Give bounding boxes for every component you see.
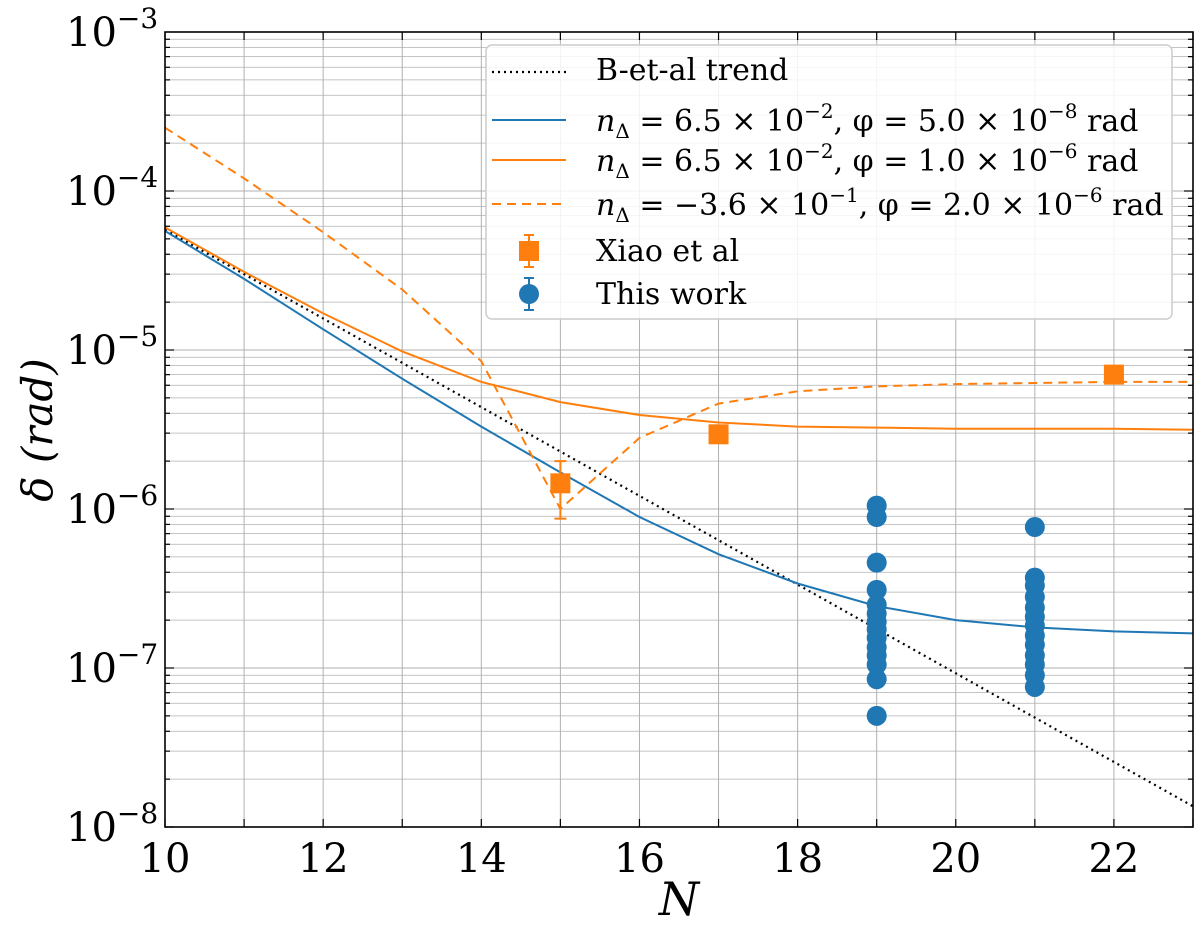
x-tick-label: 14 bbox=[456, 836, 507, 882]
y-axis-title: δ (rad) bbox=[13, 358, 62, 501]
x-axis-title: N bbox=[658, 872, 701, 926]
x-tick-label: 18 bbox=[772, 836, 823, 882]
y-tick-label: 10−3 bbox=[66, 2, 158, 56]
series-line-3 bbox=[165, 126, 1193, 511]
x-tick-label: 16 bbox=[614, 836, 665, 882]
y-tick-label: 10−6 bbox=[66, 479, 158, 533]
marker-circle bbox=[1024, 676, 1045, 697]
x-tick-label: 12 bbox=[298, 836, 349, 882]
legend-label: nΔ = 6.5 × 10−2, φ = 1.0 × 10−6 rad bbox=[596, 139, 1138, 183]
series-line-1 bbox=[165, 230, 1193, 635]
marker-circle bbox=[866, 579, 887, 600]
data-markers bbox=[550, 364, 1124, 726]
x-tick-label: 10 bbox=[140, 836, 191, 882]
legend-label: B-et-al trend bbox=[596, 53, 788, 88]
legend-marker-circle bbox=[519, 284, 539, 304]
marker-square bbox=[708, 424, 729, 445]
plot-frame bbox=[164, 31, 1194, 828]
marker-square bbox=[550, 473, 571, 494]
legend-box bbox=[485, 44, 1173, 320]
y-tick-label: 10−7 bbox=[66, 638, 158, 692]
legend: B-et-al trend nΔ = 6.5 × 10−2, φ = 5.0 × … bbox=[485, 44, 1173, 320]
marker-circle bbox=[866, 669, 887, 690]
marker-circle bbox=[866, 705, 887, 726]
marker-circle bbox=[866, 552, 887, 573]
series-line-0 bbox=[165, 228, 1193, 808]
legend-label: nΔ = 6.5 × 10−2, φ = 5.0 × 10−8 rad bbox=[596, 99, 1138, 143]
marker-circle bbox=[866, 507, 887, 528]
x-tick-label: 22 bbox=[1088, 836, 1139, 882]
legend-label: nΔ = −3.6 × 10−1, φ = 2.0 × 10−6 rad bbox=[596, 183, 1164, 227]
marker-circle bbox=[1024, 517, 1045, 538]
y-tick-label: 10−8 bbox=[66, 797, 158, 851]
y-tick-label: 10−4 bbox=[66, 161, 158, 215]
legend-label: This work bbox=[596, 277, 747, 312]
y-tick-label: 10−5 bbox=[66, 320, 158, 374]
legend-marker-square bbox=[519, 241, 539, 261]
axis-ticks: 10 12 14 16 18 20 22 10−8 10−7 10−6 10−5 10−4 10−3 bbox=[66, 2, 1194, 882]
marker-square bbox=[1103, 364, 1124, 385]
marker-circle bbox=[866, 654, 887, 675]
x-tick-label: 20 bbox=[930, 836, 981, 882]
series-lines bbox=[165, 126, 1193, 808]
series-line-2 bbox=[165, 226, 1193, 431]
legend-label: Xiao et al bbox=[596, 234, 739, 269]
